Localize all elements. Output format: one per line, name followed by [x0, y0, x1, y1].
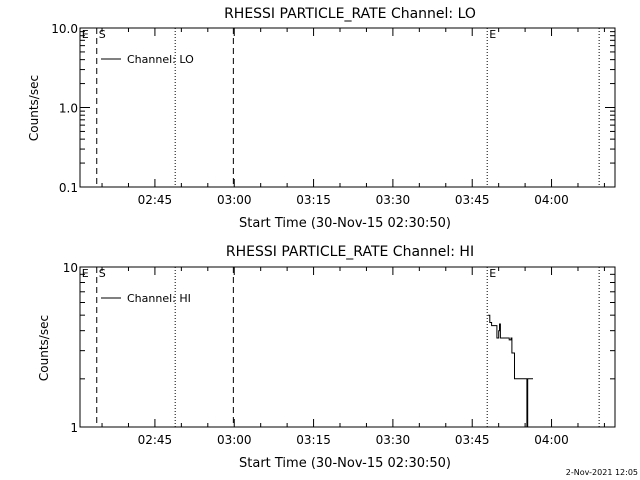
x-tick-label: 04:00	[534, 433, 569, 447]
event-marker-label: E	[489, 28, 496, 41]
x-tick-label: 03:45	[455, 193, 490, 207]
legend-entry: Channel: LO	[127, 53, 194, 66]
x-tick-label: 03:30	[376, 193, 411, 207]
chart-panel-hi: RHESSI PARTICLE_RATE Channel: HI Start T…	[37, 244, 616, 471]
event-marker-label: E	[82, 28, 89, 41]
footer-timestamp: 2-Nov-2021 12:05	[566, 468, 638, 477]
x-axis-label: Start Time (30-Nov-15 02:30:50)	[239, 456, 451, 471]
x-tick-label: 02:45	[138, 433, 173, 447]
plot-frame	[79, 27, 616, 188]
x-tick-label: 03:15	[296, 193, 331, 207]
x-tick-label: 03:30	[376, 433, 411, 447]
y-tick-label: 10.0	[51, 22, 78, 36]
x-tick-label: 02:45	[138, 193, 173, 207]
event-marker-label: E	[82, 267, 89, 280]
y-tick-label: 1.0	[59, 102, 78, 116]
chart-title: RHESSI PARTICLE_RATE Channel: LO	[224, 6, 476, 22]
legend-entry: Channel: HI	[127, 292, 191, 305]
x-tick-label: 04:00	[534, 193, 569, 207]
x-axis-label: Start Time (30-Nov-15 02:30:50)	[239, 216, 451, 231]
chart-panel-lo: RHESSI PARTICLE_RATE Channel: LO Start T…	[27, 6, 616, 231]
x-tick-label: 03:00	[217, 433, 252, 447]
x-tick-label: 03:45	[455, 433, 490, 447]
y-tick-label: 1	[70, 421, 78, 435]
x-tick-label: 03:00	[217, 193, 252, 207]
y-tick-label: 10	[63, 261, 78, 275]
event-marker-label: S	[99, 267, 106, 280]
event-marker-label: S	[99, 28, 106, 41]
event-marker-label: E	[489, 267, 496, 280]
y-axis-label: Counts/sec	[27, 75, 41, 141]
chart-title: RHESSI PARTICLE_RATE Channel: HI	[226, 244, 474, 260]
x-tick-label: 03:15	[296, 433, 331, 447]
series-line	[488, 314, 533, 428]
y-axis-label: Counts/sec	[37, 315, 51, 381]
y-tick-label: 0.1	[59, 181, 78, 195]
plot-frame	[79, 266, 616, 428]
